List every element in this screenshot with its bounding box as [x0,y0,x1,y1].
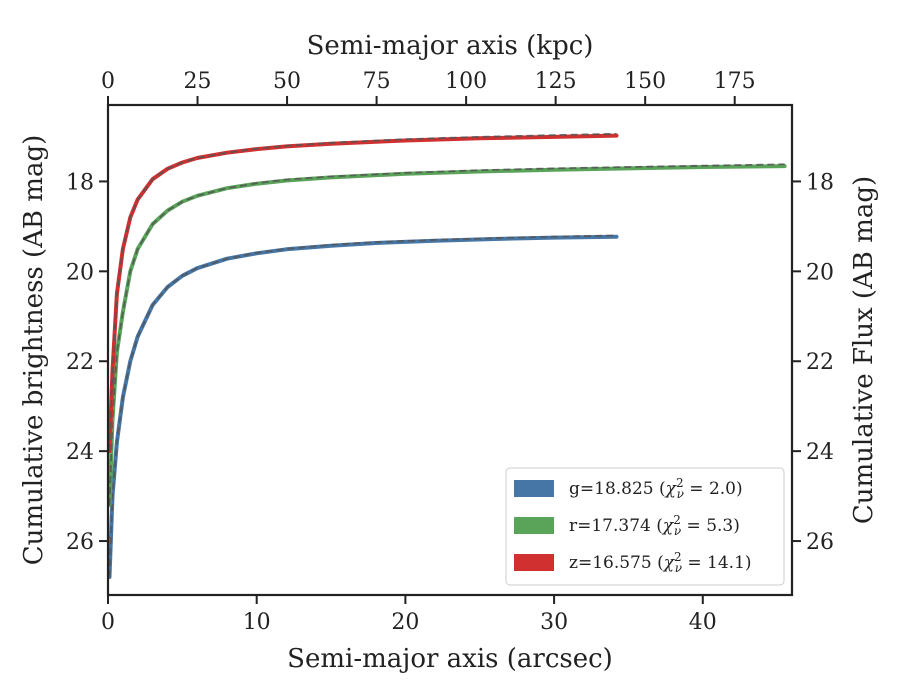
x-tick-label: 30 [540,610,568,635]
legend-label-g: g=18.825 (χ2 ν = 2.0) [569,476,743,501]
plot-frame [106,103,794,597]
y-tick-label: 24 [66,440,94,465]
right-y-tick-label: 20 [806,260,834,285]
x-tick-label: 20 [391,610,419,635]
series-line-z [107,133,619,454]
legend-box [505,467,785,586]
right-y-tick-label: 22 [806,350,834,375]
top-x-tick-label: 175 [714,69,756,94]
x-tick-label: 10 [243,610,271,635]
x-axis-title: Semi-major axis (arcsec) [287,644,613,674]
x-tick-label: 0 [101,610,115,635]
top-x-tick-label: 50 [273,69,301,94]
legend-items: g=18.825 (χ2 ν = 2.0) r=17.374 (χ2 ν = 5.3)… [514,476,752,575]
fit-line-r [108,163,785,506]
y-tick-label: 22 [66,350,94,375]
top-x-tick-label: 25 [184,69,212,94]
top-x-tick-label: 75 [363,69,391,94]
top-x-tick-label: 125 [535,69,577,94]
series-lines [107,132,787,579]
legend-swatch-r [514,517,554,534]
legend-swatch-z [514,554,554,571]
fit-line-z [108,132,617,452]
y-tick-label: 18 [66,170,94,195]
top-x-tick-label: 100 [445,69,487,94]
y-tick-label: 20 [66,260,94,285]
tick-labels: 0 10 20 30 40 0 25 50 75 100 125 150 175 18 20 22 24 26 18… [66,69,834,635]
top-x-axis-title: Semi-major axis (kpc) [307,31,594,61]
y-tick-label: 26 [66,530,94,555]
legend: g=18.825 (χ2 ν = 2.0) r=17.374 (χ2 ν = 5.3)… [505,467,785,586]
y-axis-title: Cumulative brightness (AB mag) [19,135,49,566]
top-x-tick-label: 0 [101,69,115,94]
right-y-tick-label: 26 [806,530,834,555]
top-x-tick-label: 150 [624,69,666,94]
right-y-axis-title: Cumulative Flux (AB mag) [849,176,879,524]
right-y-tick-label: 24 [806,440,834,465]
fit-line-g [108,234,617,578]
legend-swatch-g [514,480,554,497]
legend-label-z: z=16.575 (χ2 ν = 14.1) [569,550,752,575]
series-line-r [107,164,787,508]
x-tick-label: 40 [689,610,717,635]
tick-marks [99,96,801,604]
right-y-tick-label: 18 [806,170,834,195]
legend-label-r: r=17.374 (χ2 ν = 5.3) [569,513,740,538]
